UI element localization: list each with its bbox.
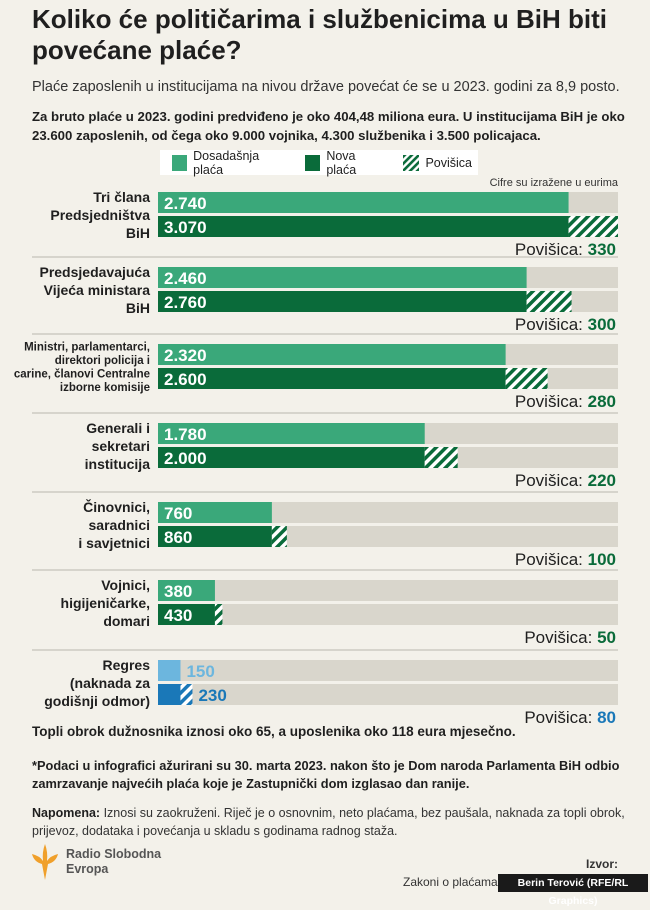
value-label-new: 3.070 (164, 218, 207, 237)
bar-track (158, 604, 618, 625)
raise-label: Povišica: 100 (515, 550, 616, 569)
legend-swatch-new (305, 154, 321, 171)
value-label-new: 2.760 (164, 293, 207, 312)
category-label: Predsjedavajuća (39, 264, 150, 280)
bar-new (158, 604, 215, 625)
category-label: Tri člana (93, 189, 150, 205)
bar-raise (424, 447, 458, 468)
source-text: Zakoni o plaćama (403, 875, 498, 889)
bar-old (158, 660, 181, 681)
raise-label: Povišica: 280 (515, 392, 616, 411)
bar-old (158, 267, 527, 288)
bar-old (158, 423, 425, 444)
bar-track (158, 502, 618, 523)
value-label-old: 2.740 (164, 194, 207, 213)
category-label: Vojnici, (101, 577, 150, 593)
bar-raise (271, 526, 287, 547)
value-label-old: 2.460 (164, 269, 207, 288)
value-label-new: 2.000 (164, 449, 207, 468)
bar-new (158, 526, 272, 547)
bar-new (158, 291, 527, 312)
category-label: direktori policija i (55, 355, 150, 367)
bar-raise (526, 291, 572, 312)
bar-track (158, 660, 618, 681)
page-title: Koliko će političarima i službenicima u … (32, 4, 608, 65)
logo: Radio Slobodna Evropa (30, 842, 161, 882)
category-label: i savjetnici (78, 535, 150, 551)
bar-old (158, 502, 272, 523)
remark-label: Napomena: (32, 806, 101, 820)
value-label-old: 1.780 (164, 425, 207, 444)
logo-line2: Evropa (66, 862, 109, 876)
source-label: Izvor: (586, 857, 619, 871)
remark-text: Iznosi su zaokruženi. Riječ je o osnovni… (32, 806, 625, 838)
value-label-new: 430 (164, 606, 192, 625)
bar-new (158, 684, 181, 705)
raise-label: Povišica: 50 (524, 628, 616, 647)
category-label: Vijeća ministara (44, 282, 151, 298)
bar-raise (214, 604, 223, 625)
footnote-remark: Napomena: Iznosi su zaokruženi. Riječ je… (32, 804, 632, 840)
legend-swatch-raise (403, 154, 420, 171)
bar-track (158, 684, 618, 705)
legend-item-old: Dosadašnja plaća (172, 149, 287, 177)
category-label: carine, članovi Centralne (14, 368, 150, 380)
subtitle: Plaće zaposlenih u institucijama na nivo… (32, 79, 620, 95)
bar-raise (505, 368, 548, 389)
legend-label-raise: Povišica (425, 155, 472, 170)
bar-raise (180, 684, 193, 705)
bar-new (158, 368, 506, 389)
value-label-new: 230 (198, 686, 226, 705)
logo-line1: Radio Slobodna (66, 847, 162, 861)
bar-old (158, 580, 215, 601)
credit: Berin Terović (RFE/RL Graphics) (498, 874, 648, 907)
category-label: godišnji odmor) (44, 693, 150, 709)
raise-label: Povišica: 80 (524, 708, 616, 727)
footnote-meal: Topli obrok dužnosnika iznosi oko 65, a … (32, 724, 516, 739)
intro-text: Za bruto plaće u 2023. godini predviđeno… (32, 109, 625, 143)
bar-raise (568, 216, 618, 237)
legend-item-raise: Povišica (403, 154, 472, 171)
value-label-old: 150 (186, 662, 214, 681)
logo-icon (32, 844, 58, 880)
value-label-old: 760 (164, 504, 192, 523)
category-label: domari (103, 613, 150, 629)
legend-swatch-old (172, 154, 188, 171)
legend: Dosadašnja plaća Nova plaća Povišica (160, 149, 478, 177)
value-label-old: 380 (164, 582, 192, 601)
raise-label: Povišica: 330 (515, 240, 616, 259)
value-label-new: 2.600 (164, 370, 207, 389)
legend-label-new: Nova plaća (326, 148, 357, 177)
category-label: izborne komisije (60, 382, 150, 394)
category-label: BiH (126, 300, 150, 316)
category-label: Regres (103, 657, 151, 673)
value-label-new: 860 (164, 528, 192, 547)
bar-old (158, 344, 506, 365)
raise-label: Povišica: 300 (515, 315, 616, 334)
category-label: Generali i (86, 420, 150, 436)
category-label: Ministri, parlamentarci, (24, 341, 150, 353)
bar-new (158, 447, 425, 468)
legend-item-new: Nova plaća (305, 149, 385, 177)
category-label: Činovnici, (83, 498, 150, 515)
category-label: institucija (85, 456, 151, 472)
bar-track (158, 580, 618, 601)
category-label: higijeničarke, (61, 595, 150, 611)
category-label: BiH (126, 225, 150, 241)
category-label: sekretari (92, 438, 150, 454)
value-label-old: 2.320 (164, 346, 207, 365)
raise-label: Povišica: 220 (515, 471, 616, 490)
bar-new (158, 216, 569, 237)
footnote-update: *Podaci u infografici ažurirani su 30. m… (32, 758, 620, 791)
units-note: Cifre su izražene u eurima (489, 177, 618, 189)
legend-label-old: Dosadašnja plaća (193, 148, 260, 177)
category-label: Predsjedništva (50, 207, 150, 223)
bar-old (158, 192, 569, 213)
category-label: (naknada za (70, 675, 150, 691)
category-label: saradnici (89, 517, 150, 533)
